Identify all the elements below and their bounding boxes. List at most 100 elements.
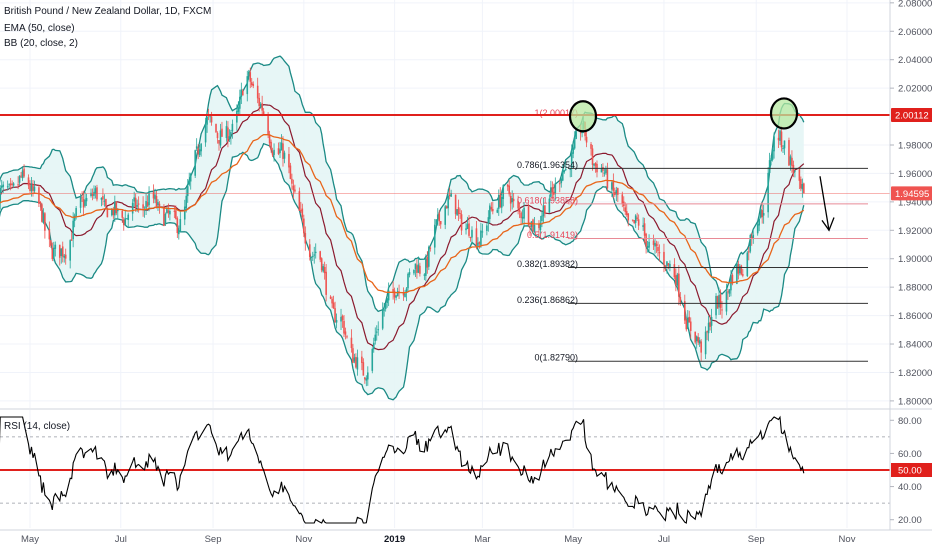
candle-body bbox=[454, 194, 457, 215]
candle-body bbox=[392, 289, 394, 292]
candle-body bbox=[725, 291, 728, 312]
bb-legend[interactable]: BB (20, close, 2) bbox=[4, 38, 78, 49]
time-tick-label: 2019 bbox=[384, 534, 405, 545]
price-tick-label: 1.80000 bbox=[898, 396, 932, 407]
candle-body bbox=[9, 183, 12, 186]
candle-body bbox=[762, 213, 765, 216]
candle-body bbox=[508, 185, 510, 195]
candle-body bbox=[136, 205, 138, 207]
candle-body bbox=[294, 189, 296, 192]
candle-body bbox=[134, 197, 137, 208]
candle-body bbox=[669, 263, 671, 268]
price-tick-label: 1.84000 bbox=[898, 340, 932, 351]
rsi-pane: 50.00 bbox=[0, 415, 932, 524]
candle-body bbox=[704, 331, 707, 355]
last-price-badge: 1.94595 bbox=[895, 189, 929, 200]
candle-body bbox=[707, 322, 710, 334]
candle-body bbox=[648, 241, 650, 248]
candle-body bbox=[125, 218, 128, 220]
candle-body bbox=[194, 150, 196, 176]
rsi-legend[interactable]: RSI (14, close) bbox=[4, 421, 71, 432]
candle-body bbox=[252, 83, 255, 86]
candle-body bbox=[280, 142, 283, 151]
ema-50 bbox=[0, 134, 805, 294]
candle-body bbox=[283, 152, 286, 159]
candle-body bbox=[386, 298, 388, 304]
candle-body bbox=[541, 215, 543, 222]
candle-body bbox=[657, 246, 659, 252]
candle-body bbox=[718, 295, 720, 308]
candle-body bbox=[603, 172, 606, 174]
candle-body bbox=[343, 320, 345, 334]
candle-body bbox=[591, 148, 594, 165]
candle-body bbox=[69, 240, 71, 261]
price-tick-label: 1.94000 bbox=[898, 197, 932, 208]
symbol-title[interactable]: British Pound / New Zealand Dollar, 1D, … bbox=[4, 6, 212, 17]
candle-body bbox=[590, 144, 592, 149]
candle-body bbox=[256, 85, 259, 99]
candle-body bbox=[500, 197, 503, 208]
candle-body bbox=[423, 274, 426, 276]
candle-body bbox=[320, 258, 323, 271]
candle-body bbox=[237, 107, 240, 112]
candle-body bbox=[12, 183, 15, 186]
candle-body bbox=[131, 202, 134, 214]
candle-body bbox=[561, 170, 564, 181]
candle-body bbox=[111, 209, 113, 216]
candle-body bbox=[736, 263, 738, 284]
candle-body bbox=[84, 199, 86, 206]
candle-body bbox=[82, 199, 85, 208]
candle-body bbox=[2, 184, 5, 187]
candle-body bbox=[334, 308, 336, 323]
candle-body bbox=[155, 195, 158, 207]
candle-body bbox=[721, 309, 723, 311]
candle-body bbox=[426, 256, 429, 268]
candle-body bbox=[685, 320, 688, 330]
candle-body bbox=[529, 226, 531, 228]
candle-body bbox=[471, 229, 473, 238]
candle-body bbox=[746, 252, 749, 277]
candle-body bbox=[636, 217, 638, 219]
price-tick-label: 1.90000 bbox=[898, 254, 932, 265]
fib-level-label: 0.236(1.86862) bbox=[517, 295, 578, 305]
candle-body bbox=[175, 210, 177, 219]
price-tick-label: 1.82000 bbox=[898, 368, 932, 379]
price-tick-label: 2.08000 bbox=[898, 0, 932, 9]
candle-body bbox=[642, 225, 644, 228]
candle-body bbox=[148, 191, 150, 206]
candle-body bbox=[731, 274, 734, 284]
candle-body bbox=[767, 172, 769, 213]
candle-body bbox=[460, 214, 463, 231]
candle-body bbox=[375, 331, 378, 333]
candle-body bbox=[117, 209, 119, 212]
drawing-overlays[interactable] bbox=[0, 97, 890, 232]
candle-body bbox=[106, 208, 109, 218]
candle-body bbox=[50, 240, 52, 246]
candle-body bbox=[621, 194, 624, 204]
candle-body bbox=[39, 202, 42, 204]
candle-body bbox=[145, 201, 147, 209]
candle-body bbox=[497, 195, 500, 209]
candle-body bbox=[459, 213, 461, 215]
candle-body bbox=[204, 124, 207, 143]
candle-body bbox=[221, 128, 223, 137]
candle-body bbox=[21, 170, 24, 179]
candle-body bbox=[683, 301, 686, 321]
candle-body bbox=[105, 199, 107, 207]
candle-body bbox=[694, 331, 697, 343]
candle-body bbox=[249, 72, 252, 82]
candle-body bbox=[279, 149, 281, 154]
ema-legend[interactable]: EMA (50, close) bbox=[4, 23, 75, 34]
candle-body bbox=[542, 205, 545, 217]
candle-body bbox=[612, 180, 615, 191]
candle-body bbox=[103, 200, 106, 202]
candle-body bbox=[794, 170, 796, 172]
candle-body bbox=[304, 233, 307, 244]
candle-body bbox=[527, 206, 530, 225]
candle-body bbox=[48, 229, 51, 240]
candle-body bbox=[137, 203, 140, 205]
candle-body bbox=[450, 192, 452, 197]
fibonacci-retracement[interactable]: 1(2.00017) 0.786(1.96354) 0.618(1.93858) 0.… bbox=[517, 108, 868, 363]
candle-body bbox=[70, 239, 73, 241]
